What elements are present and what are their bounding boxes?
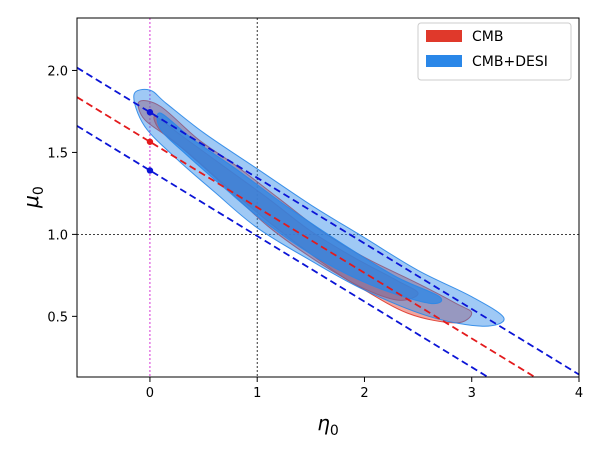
marker-layer [146,109,154,174]
cmb-desi-contour-68 [156,112,443,305]
y-tick-label: 1.0 [47,228,68,243]
y-tick-label: 1.5 [47,146,68,161]
plot-frame [76,17,580,378]
x-axis-ticks: 0 1 2 3 4 [146,377,583,401]
dashed-line-layer [77,66,579,377]
cmb-desi-contour-95 [133,88,505,327]
blue-upper-point [146,109,154,116]
legend-label-cmb: CMB [472,29,503,45]
y-axis-label: μ0 [19,186,47,209]
x-tick-label: 2 [360,386,368,401]
legend-swatch-cmb [426,30,462,42]
x-tick-label: 1 [253,386,261,401]
y-tick-label: 0.5 [47,310,68,325]
legend-label-cmb-desi: CMB+DESI [472,54,548,70]
y-tick-label: 2.0 [47,64,68,79]
plot-area [77,18,579,377]
y-axis-ticks: 0.5 1.0 1.5 2.0 [47,64,77,325]
legend-swatch-cmb-desi [426,55,462,67]
legend: CMB CMB+DESI [417,22,572,81]
x-tick-label: 0 [146,386,154,401]
blue-upper-line [77,66,579,376]
x-tick-label: 3 [468,386,476,401]
red-middle-line [77,96,537,377]
red-middle-point [146,138,154,145]
blue-lower-point [146,167,154,174]
x-axis-label: η0 [317,411,339,439]
x-tick-label: 4 [575,386,583,401]
